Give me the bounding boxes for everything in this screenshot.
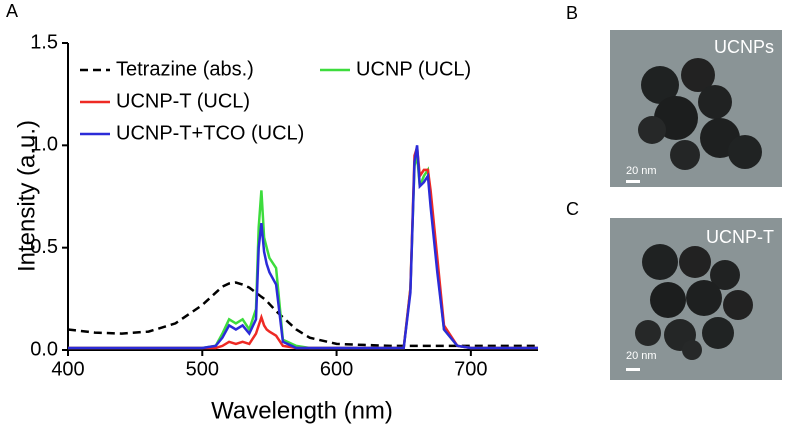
x-tick-label: 500 [186,358,219,380]
legend-label: UCNP-T (UCL) [116,90,250,112]
tem-image [610,30,782,187]
scale-bar-label: 20 nm [626,350,657,362]
y-axis-label: Intensity (a.u.) [13,120,40,272]
legend-label: Tetrazine (abs.) [116,58,254,80]
x-tick-label: 600 [320,358,353,380]
y-tick-label: 0.5 [30,236,58,258]
x-tick-label: 700 [454,358,487,380]
y-tick-label: 0.0 [30,338,58,360]
legend-label: UCNP (UCL) [356,58,471,80]
panel-label: A [6,1,18,21]
image-label: UCNP-T [706,227,774,247]
tem-image [610,218,782,380]
panel-label: B [566,3,578,23]
y-tick-label: 1.0 [30,134,58,156]
panel-label: C [566,199,579,219]
legend-label: UCNP-T+TCO (UCL) [116,122,304,144]
scale-bar-label: 20 nm [626,165,657,177]
series-line [68,147,538,350]
series-line [68,155,538,350]
x-axis-label: Wavelength (nm) [211,397,393,424]
series-line [67,281,538,348]
image-label: UCNPs [714,37,774,57]
series-line [68,145,538,350]
x-tick-label: 400 [51,358,84,380]
y-tick-label: 1.5 [30,31,58,53]
